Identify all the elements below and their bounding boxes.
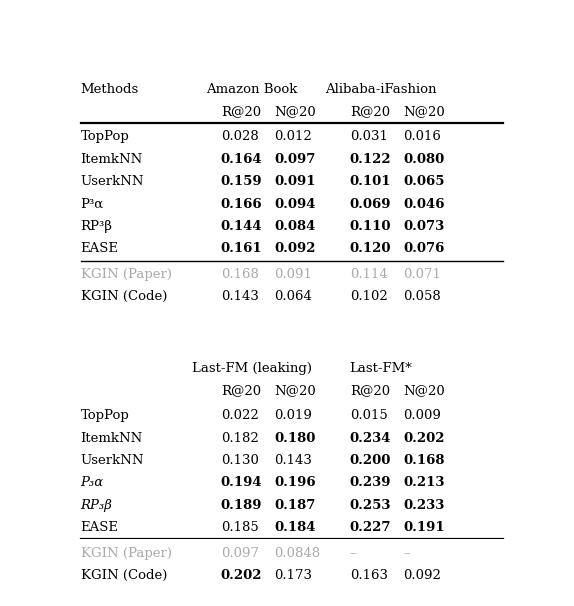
Text: 0.028: 0.028 <box>221 130 258 144</box>
Text: 0.022: 0.022 <box>221 409 258 422</box>
Text: 0.114: 0.114 <box>350 268 387 281</box>
Text: 0.069: 0.069 <box>350 198 391 211</box>
Text: 0.101: 0.101 <box>350 175 391 188</box>
Text: Last-FM*: Last-FM* <box>350 362 412 375</box>
Text: EASE: EASE <box>80 521 119 534</box>
Text: 0.094: 0.094 <box>274 198 316 211</box>
Text: ItemkNN: ItemkNN <box>80 431 143 445</box>
Text: 0.202: 0.202 <box>403 431 445 445</box>
Text: 0.163: 0.163 <box>350 569 388 582</box>
Text: 0.168: 0.168 <box>403 454 445 467</box>
Text: 0.200: 0.200 <box>350 454 391 467</box>
Text: 0.122: 0.122 <box>350 153 391 166</box>
Text: 0.080: 0.080 <box>403 153 444 166</box>
Text: TopPop: TopPop <box>80 130 129 144</box>
Text: 0.046: 0.046 <box>403 198 445 211</box>
Text: 0.233: 0.233 <box>403 499 444 511</box>
Text: 0.120: 0.120 <box>350 242 391 256</box>
Text: 0.187: 0.187 <box>274 499 316 511</box>
Text: UserkNN: UserkNN <box>80 175 144 188</box>
Text: UserkNN: UserkNN <box>80 454 144 467</box>
Text: 0.084: 0.084 <box>274 220 316 233</box>
Text: KGIN (Code): KGIN (Code) <box>80 569 167 582</box>
Text: EASE: EASE <box>80 242 119 256</box>
Text: 0.191: 0.191 <box>403 521 445 534</box>
Text: 0.164: 0.164 <box>221 153 262 166</box>
Text: 0.064: 0.064 <box>274 290 312 304</box>
Text: 0.168: 0.168 <box>221 268 259 281</box>
Text: 0.234: 0.234 <box>350 431 391 445</box>
Text: Alibaba-iFashion: Alibaba-iFashion <box>325 82 437 96</box>
Text: 0.0848: 0.0848 <box>274 547 320 559</box>
Text: 0.015: 0.015 <box>350 409 387 422</box>
Text: –: – <box>403 547 410 559</box>
Text: R@20: R@20 <box>221 384 261 398</box>
Text: R@20: R@20 <box>221 105 261 118</box>
Text: N@20: N@20 <box>274 384 316 398</box>
Text: 0.143: 0.143 <box>221 290 259 304</box>
Text: Last-FM (leaking): Last-FM (leaking) <box>192 362 312 375</box>
Text: KGIN (Code): KGIN (Code) <box>80 290 167 304</box>
Text: 0.143: 0.143 <box>274 454 312 467</box>
Text: 0.019: 0.019 <box>274 409 312 422</box>
Text: 0.012: 0.012 <box>274 130 312 144</box>
Text: 0.097: 0.097 <box>221 547 259 559</box>
Text: 0.161: 0.161 <box>221 242 262 256</box>
Text: 0.202: 0.202 <box>221 569 262 582</box>
Text: 0.130: 0.130 <box>221 454 259 467</box>
Text: N@20: N@20 <box>274 105 316 118</box>
Text: P₃α: P₃α <box>80 476 104 489</box>
Text: 0.065: 0.065 <box>403 175 445 188</box>
Text: 0.227: 0.227 <box>350 521 391 534</box>
Text: 0.184: 0.184 <box>274 521 316 534</box>
Text: P³α: P³α <box>80 198 104 211</box>
Text: 0.016: 0.016 <box>403 130 441 144</box>
Text: 0.092: 0.092 <box>403 569 441 582</box>
Text: 0.076: 0.076 <box>403 242 444 256</box>
Text: Methods: Methods <box>80 82 139 96</box>
Text: 0.091: 0.091 <box>274 268 312 281</box>
Text: R@20: R@20 <box>350 384 390 398</box>
Text: 0.102: 0.102 <box>350 290 387 304</box>
Text: 0.144: 0.144 <box>221 220 262 233</box>
Text: R@20: R@20 <box>350 105 390 118</box>
Text: 0.159: 0.159 <box>221 175 262 188</box>
Text: 0.097: 0.097 <box>274 153 316 166</box>
Text: 0.189: 0.189 <box>221 499 262 511</box>
Text: RP³β: RP³β <box>80 220 113 233</box>
Text: KGIN (Paper): KGIN (Paper) <box>80 268 172 281</box>
Text: KGIN (Paper): KGIN (Paper) <box>80 547 172 559</box>
Text: 0.058: 0.058 <box>403 290 441 304</box>
Text: Amazon Book: Amazon Book <box>206 82 297 96</box>
Text: 0.166: 0.166 <box>221 198 262 211</box>
Text: 0.073: 0.073 <box>403 220 444 233</box>
Text: N@20: N@20 <box>403 384 445 398</box>
Text: 0.239: 0.239 <box>350 476 391 489</box>
Text: 0.194: 0.194 <box>221 476 262 489</box>
Text: 0.031: 0.031 <box>350 130 387 144</box>
Text: 0.213: 0.213 <box>403 476 445 489</box>
Text: 0.092: 0.092 <box>274 242 316 256</box>
Text: 0.180: 0.180 <box>274 431 316 445</box>
Text: 0.185: 0.185 <box>221 521 258 534</box>
Text: RP₃β: RP₃β <box>80 499 113 511</box>
Text: 0.071: 0.071 <box>403 268 441 281</box>
Text: 0.196: 0.196 <box>274 476 316 489</box>
Text: 0.253: 0.253 <box>350 499 391 511</box>
Text: N@20: N@20 <box>403 105 445 118</box>
Text: 0.173: 0.173 <box>274 569 312 582</box>
Text: ItemkNN: ItemkNN <box>80 153 143 166</box>
Text: 0.009: 0.009 <box>403 409 441 422</box>
Text: 0.110: 0.110 <box>350 220 391 233</box>
Text: 0.182: 0.182 <box>221 431 258 445</box>
Text: 0.091: 0.091 <box>274 175 316 188</box>
Text: –: – <box>350 547 356 559</box>
Text: TopPop: TopPop <box>80 409 129 422</box>
